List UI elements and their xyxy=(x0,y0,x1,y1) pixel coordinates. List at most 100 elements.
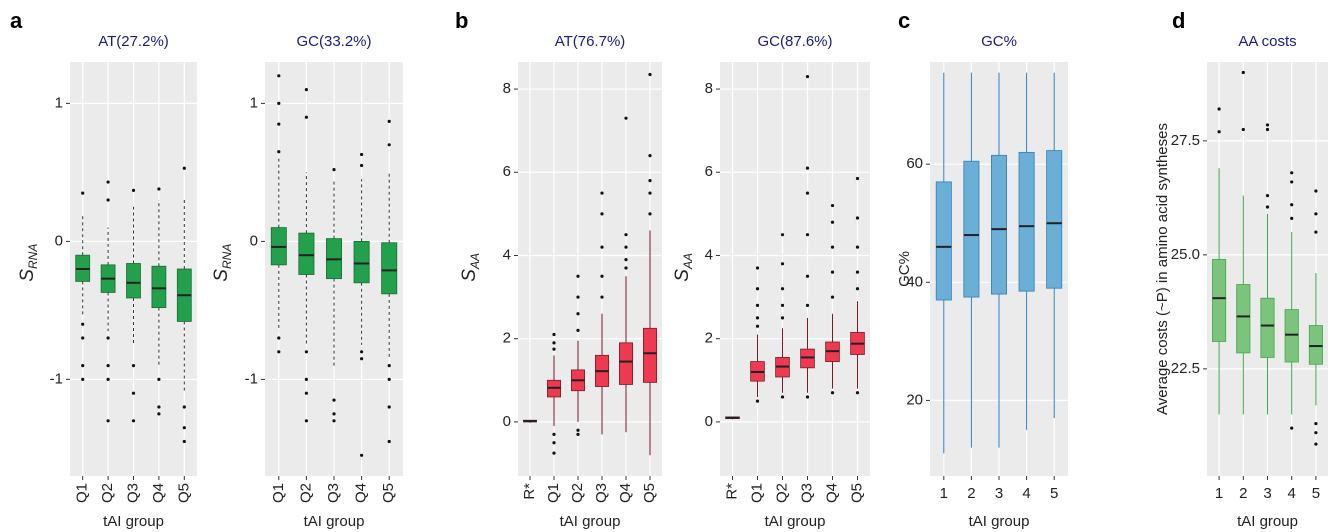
outlier xyxy=(1314,442,1318,446)
chart-title: GC(33.2%) xyxy=(296,33,371,50)
outlier xyxy=(600,274,604,278)
outlier xyxy=(360,350,364,354)
outlier xyxy=(600,295,604,299)
outlier xyxy=(780,262,785,266)
y-tick-label: 0 xyxy=(55,232,63,249)
box xyxy=(935,181,952,301)
x-tick-label: Q2 xyxy=(773,483,790,503)
outlier xyxy=(1314,421,1318,426)
outlier xyxy=(552,347,556,351)
box xyxy=(800,348,815,369)
box xyxy=(1212,259,1227,342)
x-tick-label: Q3 xyxy=(593,483,610,503)
box xyxy=(151,265,167,309)
outlier xyxy=(624,258,628,262)
outlier xyxy=(830,245,835,249)
x-tick-label: 2 xyxy=(1239,485,1247,502)
outlier xyxy=(755,399,760,403)
x-tick-label: Q1 xyxy=(748,483,765,503)
panel-label: a xyxy=(10,8,23,33)
outlier xyxy=(648,212,652,216)
outlier xyxy=(332,412,336,416)
outlier xyxy=(576,295,580,299)
outlier xyxy=(106,377,110,381)
chart-title: AT(76.7%) xyxy=(555,33,626,50)
outlier xyxy=(277,122,281,126)
outlier xyxy=(1241,127,1245,132)
outlier xyxy=(648,191,652,195)
x-label: tAI group xyxy=(765,513,826,530)
x-tick-label: Q2 xyxy=(297,483,314,503)
y-label: S xyxy=(672,269,693,282)
x-tick-label: R* xyxy=(723,483,740,500)
chart-title: GC(87.6%) xyxy=(757,33,832,50)
outlier xyxy=(648,72,652,77)
outlier xyxy=(805,191,810,195)
outlier xyxy=(1290,216,1294,220)
box xyxy=(1284,309,1299,363)
outlier xyxy=(277,101,281,105)
outlier xyxy=(805,166,810,170)
outlier xyxy=(1314,431,1318,435)
outlier xyxy=(552,432,556,436)
outlier xyxy=(755,303,760,308)
outlier xyxy=(106,198,110,202)
x-tick-label: Q1 xyxy=(270,483,287,503)
y-tick-label: 0 xyxy=(705,413,713,430)
panel-label: c xyxy=(898,8,910,33)
outlier xyxy=(1290,426,1294,430)
outlier xyxy=(106,180,110,184)
outlier xyxy=(304,115,308,119)
y-tick-label: 0 xyxy=(250,232,258,249)
x-tick-label: Q1 xyxy=(545,483,562,503)
outlier xyxy=(755,287,760,291)
outlier xyxy=(106,364,110,368)
outlier xyxy=(805,274,810,278)
outlier xyxy=(624,116,628,120)
outlier xyxy=(182,426,186,430)
y-label: S xyxy=(211,269,232,282)
outlier xyxy=(304,88,308,92)
box xyxy=(298,232,315,275)
outlier xyxy=(387,405,391,409)
outlier xyxy=(1241,70,1245,75)
outlier xyxy=(855,287,860,291)
x-tick-label: 3 xyxy=(995,485,1003,502)
outlier xyxy=(576,428,580,432)
outlier xyxy=(157,412,161,416)
panel: GC(87.6%) 0 2 4 6 8 SAA tAI group R* Q1 Q2 Q3 Q4 Q5 xyxy=(672,33,870,530)
outlier xyxy=(780,316,785,320)
outlier xyxy=(182,166,186,170)
x-tick-label: 2 xyxy=(967,485,975,502)
y-axis-label: Average costs (~P) in amino acid synthes… xyxy=(1154,123,1171,415)
x-tick-label: 1 xyxy=(940,485,948,502)
outlier xyxy=(304,419,308,423)
outlier xyxy=(81,377,85,381)
outlier xyxy=(1265,123,1270,127)
outlier xyxy=(360,152,364,157)
y-label-sub: AA xyxy=(681,253,695,270)
outlier xyxy=(624,245,628,249)
y-tick-label: 1 xyxy=(55,94,63,111)
chart-title: AA costs xyxy=(1238,33,1296,50)
x-label: tAI group xyxy=(103,513,164,530)
outlier xyxy=(157,405,161,409)
x-tick-label: 4 xyxy=(1022,485,1030,502)
y-label-sub: RNA xyxy=(220,244,234,269)
y-tick-label: 0 xyxy=(503,413,511,430)
x-tick-label: Q3 xyxy=(798,483,815,503)
box xyxy=(1018,151,1035,292)
outlier xyxy=(360,453,364,457)
outlier xyxy=(600,245,604,249)
outlier xyxy=(755,266,760,270)
y-tick-label: 4 xyxy=(705,246,713,263)
outlier xyxy=(387,364,391,368)
outlier xyxy=(304,377,308,381)
y-tick-label: 6 xyxy=(705,163,713,180)
outlier xyxy=(648,154,652,158)
y-label-sub: RNA xyxy=(26,244,40,269)
